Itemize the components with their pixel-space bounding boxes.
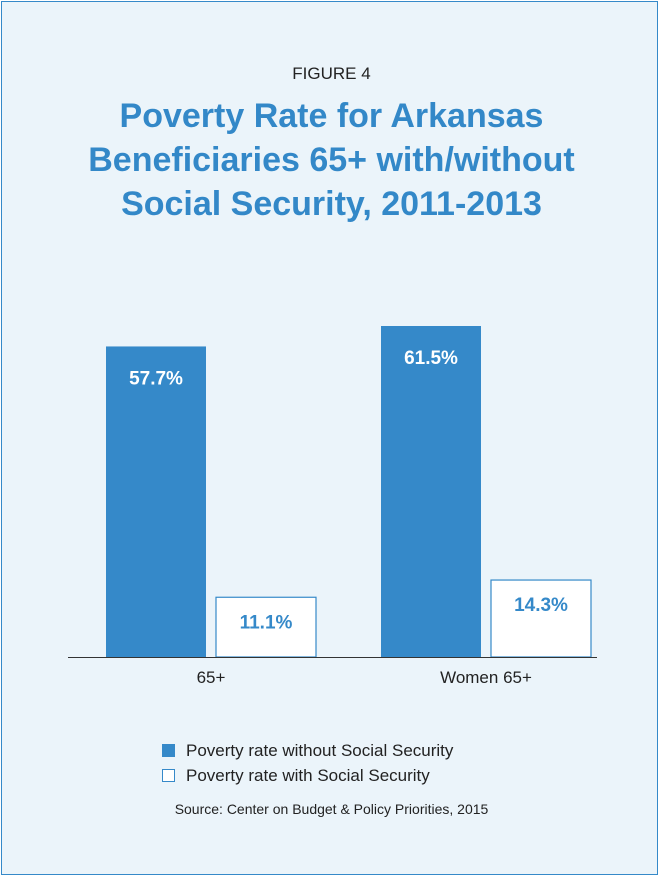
x-tick-label-0: 65+ — [197, 668, 226, 687]
x-tick-label-1: Women 65+ — [440, 668, 532, 687]
bar-chart: 57.7% 11.1% 65+ 61.5% 14.3% Women 65+ — [68, 326, 597, 687]
legend-item-without: Poverty rate without Social Security — [162, 738, 453, 763]
legend-label-without: Poverty rate without Social Security — [186, 740, 454, 760]
chart-title-line-3: Social Security, 2011-2013 — [121, 185, 542, 223]
chart-title-line-2: Beneficiaries 65+ with/without — [88, 141, 575, 179]
source-note: Source: Center on Budget & Policy Priori… — [174, 801, 489, 817]
bar-without-1 — [381, 326, 481, 657]
legend-item-with: Poverty rate with Social Security — [162, 763, 453, 788]
legend-label-with: Poverty rate with Social Security — [186, 765, 430, 785]
data-label-without-0: 57.7% — [129, 368, 183, 389]
figure-label: FIGURE 4 — [292, 64, 371, 83]
bar-without-0 — [106, 346, 206, 657]
data-label-with-0: 11.1% — [240, 612, 293, 633]
data-label-without-1: 61.5% — [404, 348, 458, 369]
bar-with-0 — [215, 596, 317, 658]
legend-swatch-with — [162, 769, 175, 782]
legend-swatch-without — [162, 744, 175, 757]
data-label-with-1: 14.3% — [514, 595, 568, 616]
chart-title: Poverty Rate for Arkansas Beneficiaries … — [2, 94, 659, 226]
chart-legend: Poverty rate without Social Security Pov… — [162, 738, 453, 788]
chart-title-line-1: Poverty Rate for Arkansas — [119, 97, 544, 135]
bar-with-1 — [490, 579, 592, 658]
